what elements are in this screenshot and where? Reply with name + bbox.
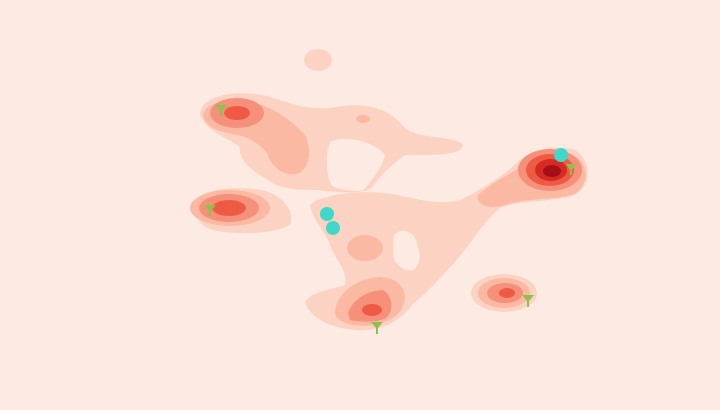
tree-icon[interactable] [566, 164, 576, 175]
location-markers [320, 148, 568, 235]
tree-icon[interactable] [522, 295, 534, 307]
tree-icon[interactable] [204, 205, 216, 216]
density-holes [326, 138, 420, 271]
tree-icon[interactable] [371, 322, 383, 334]
location-marker[interactable] [554, 148, 568, 162]
tree-icons [204, 105, 576, 334]
tree-icon[interactable] [215, 105, 227, 116]
location-marker[interactable] [320, 207, 334, 221]
density-core [535, 159, 567, 181]
location-marker[interactable] [326, 221, 340, 235]
